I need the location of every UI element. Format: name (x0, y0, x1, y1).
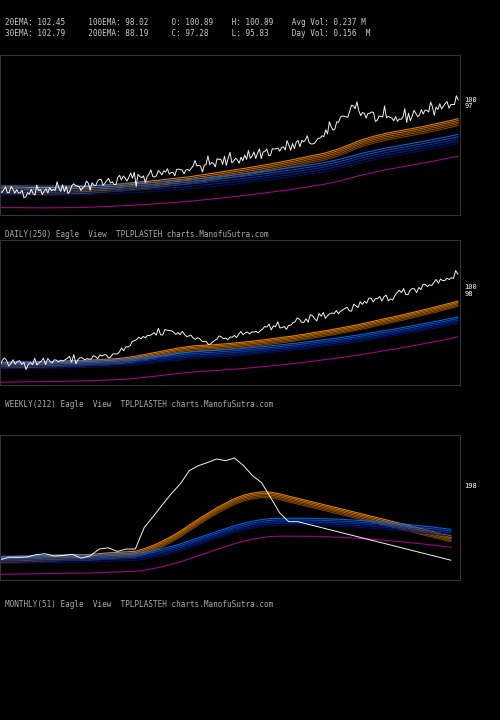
Text: 20EMA: 102.45     100EMA: 98.02     O: 100.89    H: 100.89    Avg Vol: 0.237 M: 20EMA: 102.45 100EMA: 98.02 O: 100.89 H:… (5, 18, 366, 27)
Text: WEEKLY(212) Eagle  View  TPLPLASTEH charts.ManofuSutra.com: WEEKLY(212) Eagle View TPLPLASTEH charts… (5, 400, 273, 409)
Text: MONTHLY(51) Eagle  View  TPLPLASTEH charts.ManofuSutra.com: MONTHLY(51) Eagle View TPLPLASTEH charts… (5, 600, 273, 609)
Text: 30EMA: 102.79     200EMA: 88.19     C: 97.28     L: 95.83     Day Vol: 0.156  M: 30EMA: 102.79 200EMA: 88.19 C: 97.28 L: … (5, 29, 370, 38)
Text: 100
98: 100 98 (464, 284, 477, 297)
Text: 198: 198 (464, 482, 477, 489)
Text: 100
97: 100 97 (464, 96, 477, 109)
Text: DAILY(250) Eagle  View  TPLPLASTEH charts.ManofuSutra.com: DAILY(250) Eagle View TPLPLASTEH charts.… (5, 230, 268, 239)
